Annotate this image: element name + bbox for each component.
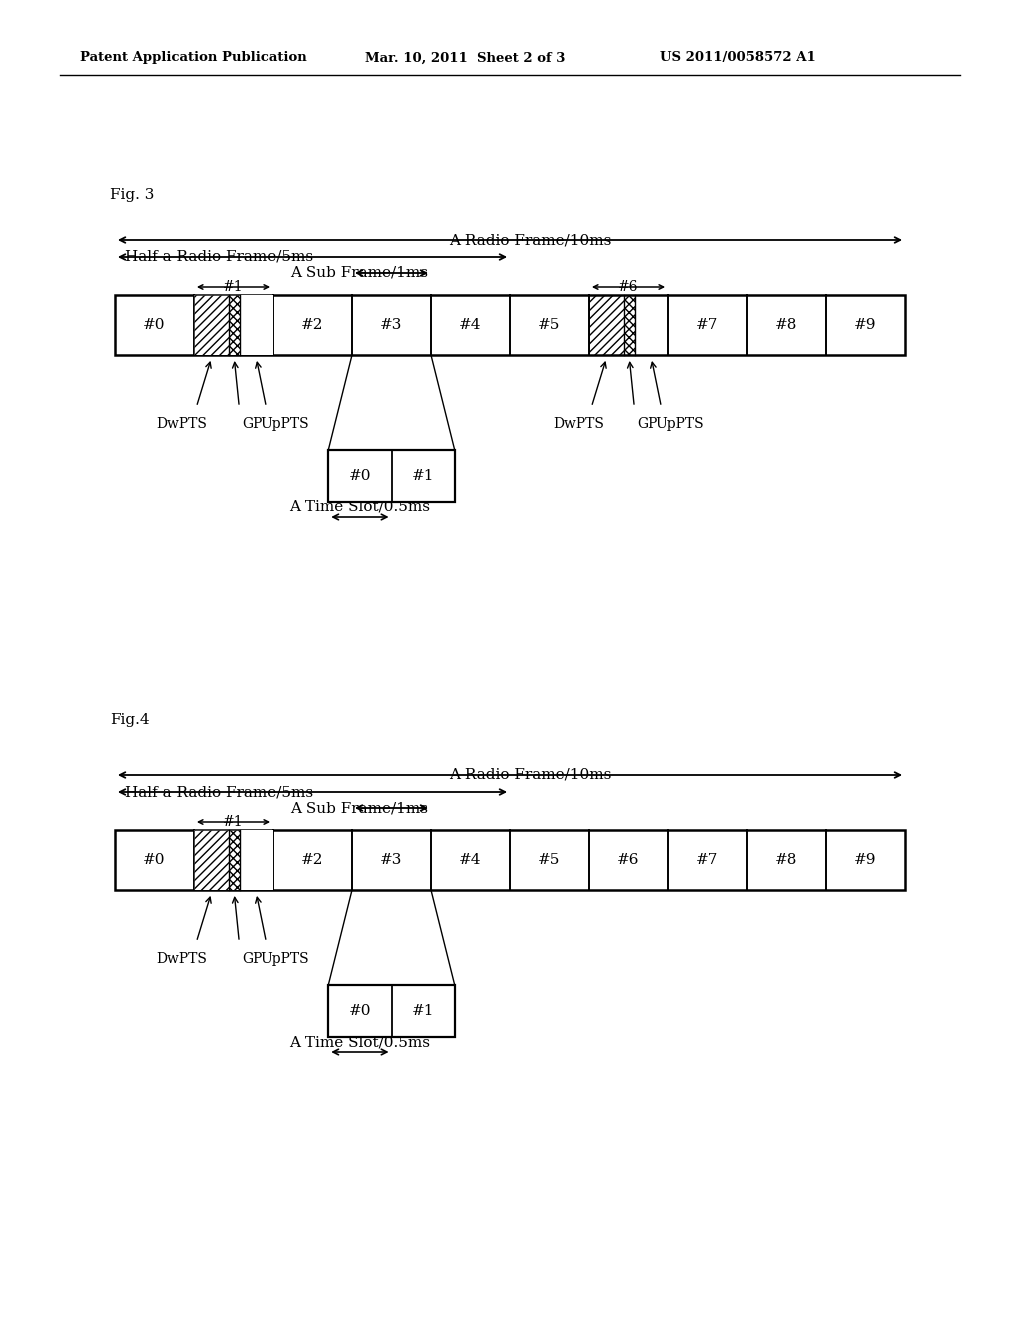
- Text: A Sub Frame/1ms: A Sub Frame/1ms: [290, 801, 428, 814]
- Text: #3: #3: [380, 318, 402, 333]
- Text: DwPTS: DwPTS: [156, 417, 207, 432]
- Text: #5: #5: [539, 853, 561, 867]
- Text: Fig. 3: Fig. 3: [110, 187, 155, 202]
- Text: US 2011/0058572 A1: US 2011/0058572 A1: [660, 51, 816, 65]
- Text: #6: #6: [617, 853, 640, 867]
- Text: #0: #0: [348, 469, 371, 483]
- Bar: [228, 830, 240, 890]
- Text: Fig.4: Fig.4: [110, 713, 150, 727]
- Bar: [194, 830, 228, 890]
- Text: UpPTS: UpPTS: [260, 952, 308, 966]
- Text: Half a Radio Frame/5ms: Half a Radio Frame/5ms: [125, 249, 313, 264]
- Text: GP: GP: [637, 417, 657, 432]
- Text: #4: #4: [459, 318, 481, 333]
- Text: #0: #0: [143, 853, 166, 867]
- Bar: [194, 830, 228, 890]
- Text: UpPTS: UpPTS: [260, 417, 308, 432]
- Text: GP: GP: [242, 952, 262, 966]
- Bar: [589, 294, 624, 355]
- Text: DwPTS: DwPTS: [553, 417, 604, 432]
- Text: A Radio Frame/10ms: A Radio Frame/10ms: [449, 768, 611, 781]
- Text: #0: #0: [143, 318, 166, 333]
- Text: GP: GP: [242, 417, 262, 432]
- Bar: [240, 830, 273, 890]
- Text: #9: #9: [854, 853, 877, 867]
- Text: A Sub Frame/1ms: A Sub Frame/1ms: [290, 267, 428, 280]
- Bar: [329, 450, 455, 502]
- Bar: [228, 294, 240, 355]
- Text: #4: #4: [459, 853, 481, 867]
- Bar: [115, 294, 905, 355]
- Text: Patent Application Publication: Patent Application Publication: [80, 51, 307, 65]
- Bar: [624, 294, 635, 355]
- Text: A Time Slot/0.5ms: A Time Slot/0.5ms: [290, 500, 430, 513]
- Bar: [115, 830, 905, 890]
- Bar: [240, 294, 273, 355]
- Text: Mar. 10, 2011  Sheet 2 of 3: Mar. 10, 2011 Sheet 2 of 3: [365, 51, 565, 65]
- Text: #1: #1: [223, 280, 244, 294]
- Text: #2: #2: [301, 853, 324, 867]
- Bar: [329, 985, 455, 1038]
- Bar: [228, 830, 240, 890]
- Text: #5: #5: [539, 318, 561, 333]
- Text: Half a Radio Frame/5ms: Half a Radio Frame/5ms: [125, 785, 313, 799]
- Text: #8: #8: [775, 853, 798, 867]
- Text: #6: #6: [618, 280, 639, 294]
- Text: #1: #1: [223, 814, 244, 829]
- Bar: [228, 294, 240, 355]
- Text: #1: #1: [412, 469, 434, 483]
- Text: DwPTS: DwPTS: [156, 952, 207, 966]
- Text: #8: #8: [775, 318, 798, 333]
- Bar: [194, 294, 228, 355]
- Text: #7: #7: [696, 853, 719, 867]
- Text: #7: #7: [696, 318, 719, 333]
- Text: #1: #1: [412, 1005, 434, 1018]
- Text: A Radio Frame/10ms: A Radio Frame/10ms: [449, 234, 611, 247]
- Text: A Time Slot/0.5ms: A Time Slot/0.5ms: [290, 1035, 430, 1049]
- Text: #9: #9: [854, 318, 877, 333]
- Bar: [194, 294, 228, 355]
- Text: UpPTS: UpPTS: [655, 417, 703, 432]
- Text: #2: #2: [301, 318, 324, 333]
- Text: #0: #0: [348, 1005, 371, 1018]
- Text: #3: #3: [380, 853, 402, 867]
